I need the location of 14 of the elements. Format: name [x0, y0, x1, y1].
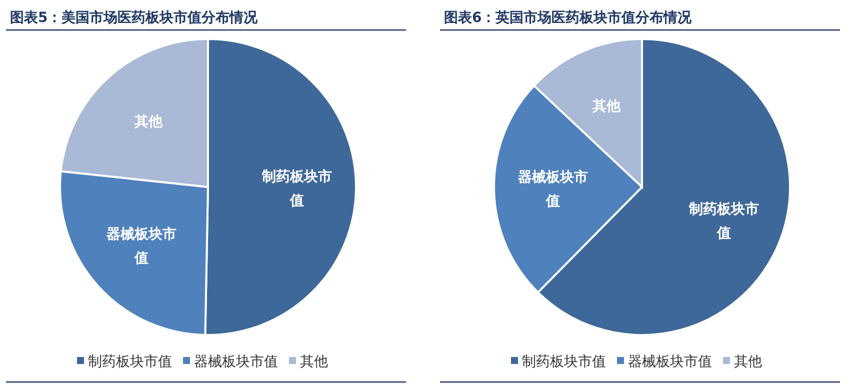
- slice-label: 其他: [134, 114, 164, 130]
- slice-label: 制药板块市值: [688, 200, 760, 242]
- slice-label: 其他: [592, 98, 622, 115]
- chart-title: 图表6：英国市场医药板块市值分布情况: [444, 9, 693, 26]
- legend-label: 器械板块市值: [194, 354, 278, 370]
- legend-label: 其他: [300, 354, 328, 370]
- legend-label: 制药板块市值: [522, 354, 606, 370]
- slice-label: 制药板块市值: [260, 168, 332, 209]
- chart-title: 图表5：美国市场医药板块市值分布情况: [10, 9, 259, 26]
- legend-label: 器械板块市值: [628, 354, 712, 370]
- legend-label: 制药板块市值: [88, 354, 172, 370]
- legend-label: 其他: [734, 354, 762, 370]
- slice-label: 器械板块市值: [518, 168, 588, 210]
- slice-label: 器械板块市值: [106, 226, 176, 267]
